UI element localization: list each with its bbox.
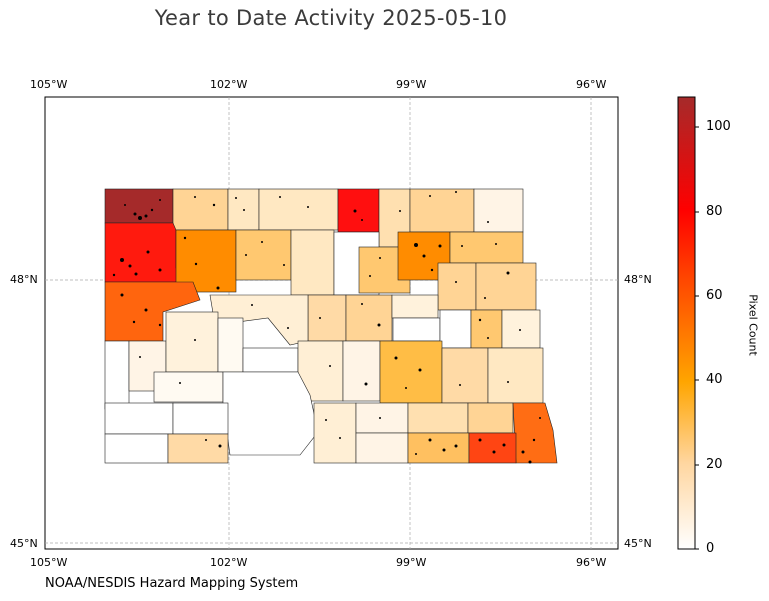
colorbar-tick-20: 20: [706, 457, 723, 472]
county-steele: [470, 309, 503, 349]
county-cavalier: [409, 188, 475, 233]
credit-text: NOAA/NESDIS Hazard Mapping System: [45, 576, 299, 591]
colorbar-tick-40: 40: [706, 372, 723, 387]
fire-detection-points: [112, 191, 541, 464]
county-dunn: [165, 311, 219, 373]
county-adams: [167, 433, 229, 464]
county-grand-forks: [475, 262, 537, 311]
colorbar: [677, 96, 696, 550]
county-morton: [222, 371, 319, 456]
county-mercer: [217, 317, 244, 373]
county-logan: [355, 402, 409, 434]
county-golden-valley: [104, 340, 130, 410]
county-kidder: [342, 340, 381, 402]
lat-label-45n-right: 45°N: [624, 537, 652, 550]
county-pembina: [473, 188, 524, 233]
county-foster: [392, 317, 441, 342]
county-eddy: [391, 294, 439, 319]
county-polygons: [104, 188, 558, 464]
lat-label-48n-left: 48°N: [10, 273, 38, 286]
county-dickey: [407, 432, 470, 464]
colorbar-tick-100: 100: [706, 119, 731, 134]
county-bottineau: [258, 188, 339, 231]
county-traill: [501, 309, 541, 349]
lon-label-102w-top: 102°W: [210, 78, 248, 91]
map-title: Year to Date Activity 2025-05-10: [154, 6, 508, 30]
lon-label-96w-top: 96°W: [576, 78, 607, 91]
county-walsh: [449, 231, 524, 264]
lat-label-48n-right: 48°N: [624, 273, 652, 286]
county-sheridan: [307, 294, 347, 342]
lat-label-45n-left: 45°N: [10, 537, 38, 550]
county-emmons: [313, 402, 357, 464]
county-stutsman: [379, 340, 443, 404]
lon-label-102w-bottom: 102°W: [210, 556, 248, 569]
county-slope: [104, 402, 174, 435]
colorbar-tick-0: 0: [706, 541, 715, 556]
county-wells: [345, 294, 393, 342]
county-griggs: [439, 309, 472, 349]
lon-label-99w-bottom: 99°W: [396, 556, 427, 569]
county-ward: [235, 229, 292, 281]
county-lamoure: [407, 402, 469, 434]
county-hettinger: [172, 402, 229, 435]
colorbar-label: Pixel Count: [746, 294, 760, 356]
lon-label-96w-bottom: 96°W: [576, 556, 607, 569]
county-ransom: [467, 402, 514, 434]
lon-label-105w-top: 105°W: [30, 78, 68, 91]
county-stark: [153, 371, 224, 403]
county-oliver: [242, 347, 299, 373]
county-sargent: [468, 432, 517, 464]
colorbar-tick-60: 60: [706, 288, 723, 303]
county-rolette: [337, 188, 380, 233]
county-mchenry: [290, 229, 335, 296]
colorbar-ticks: [695, 126, 699, 550]
county-nelson: [437, 262, 477, 311]
lon-label-105w-bottom: 105°W: [30, 556, 68, 569]
county-mcintosh: [355, 432, 409, 464]
county-barnes: [441, 347, 489, 404]
colorbar-tick-80: 80: [706, 204, 723, 219]
county-burke: [172, 188, 229, 231]
county-bowman: [104, 433, 169, 464]
county-mountrail: [175, 229, 237, 293]
lon-label-99w-top: 99°W: [396, 78, 427, 91]
county-cass: [487, 347, 544, 404]
